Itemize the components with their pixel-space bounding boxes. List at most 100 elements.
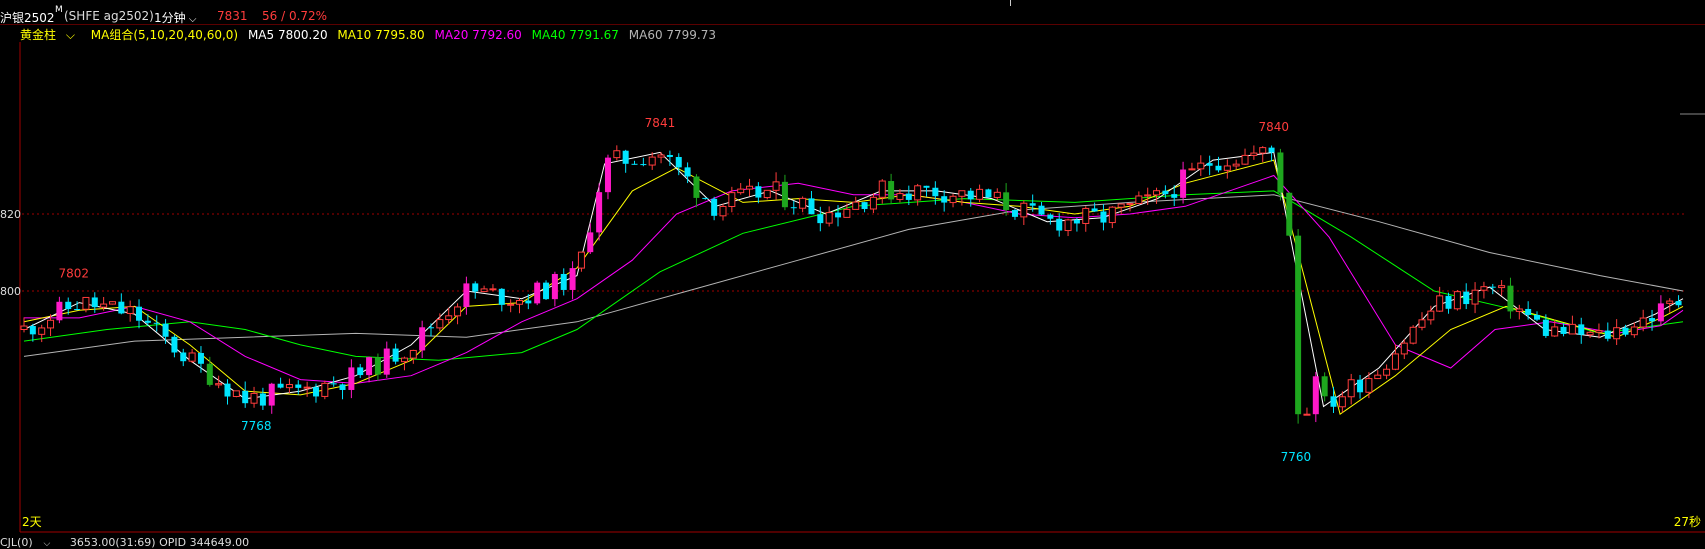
candle-body [1188, 168, 1196, 171]
candle-body [1586, 331, 1594, 336]
candle-body [1250, 152, 1258, 156]
ma-combo-label[interactable]: MA组合(5,10,20,40,60,0) [90, 28, 239, 42]
candle-body [1613, 327, 1621, 340]
candle-body [1029, 203, 1036, 206]
candle-body [1286, 192, 1293, 236]
candle-body [1126, 202, 1134, 205]
candle-body [640, 164, 647, 166]
ma5-value: MA5 7800.20 [247, 28, 328, 42]
candle-body [419, 327, 426, 351]
candle-body [206, 363, 213, 385]
candle-body [861, 202, 868, 209]
candle-body [215, 383, 223, 386]
candle-body [1197, 162, 1205, 170]
candle-body [755, 186, 762, 198]
candle-body [1223, 165, 1231, 171]
period-select[interactable]: 1分钟 ⌵ [154, 9, 196, 26]
candle-body [631, 163, 638, 165]
candle-body [1232, 163, 1240, 167]
chart-style-select[interactable]: 黄金柱 ⌵ [20, 28, 81, 42]
candle-body [1295, 235, 1302, 415]
volume-values: 3653.00(31:69) OPID 344649.00 [69, 536, 250, 549]
candle-body [1471, 289, 1479, 305]
candle-body [1622, 327, 1629, 335]
candle-body [374, 357, 381, 375]
candle-body [1117, 203, 1125, 208]
candle-body [285, 384, 293, 389]
candle-body [171, 336, 178, 353]
candle-body [817, 214, 824, 224]
candle-body [1215, 165, 1222, 171]
ma10-value: MA10 7795.80 [337, 28, 425, 42]
ma10-line [23, 159, 1684, 416]
candle-body [1180, 169, 1187, 198]
candle-body [543, 282, 550, 300]
candle-body [1649, 318, 1656, 322]
candle-body [126, 306, 134, 314]
candle-body [1347, 379, 1355, 398]
candle-body [825, 212, 833, 224]
candle-body [560, 273, 567, 290]
candle-body [1357, 379, 1364, 393]
candle-body [1135, 195, 1143, 204]
candle-body [1525, 308, 1532, 315]
chart-style-label: 黄金柱 [20, 28, 57, 42]
candle-body [1498, 285, 1506, 289]
candle-body [675, 156, 682, 168]
low-price-label: 7768 [241, 419, 272, 433]
low-price-label: 7760 [1281, 450, 1312, 464]
candle-body [967, 190, 974, 200]
candle-body [1409, 326, 1417, 344]
contract-bar: 沪银2502 M (SHFE ag2502) 1分钟 ⌵ 7831 56 / 0… [0, 0, 1705, 26]
candle-body [1303, 413, 1311, 416]
candle-body [587, 232, 594, 253]
candle-body [852, 201, 860, 210]
candle-body [1206, 163, 1213, 166]
candle-body [197, 352, 204, 364]
candle-body [489, 288, 497, 291]
candle-body [277, 383, 284, 388]
candle-body [100, 303, 108, 308]
candle-body [74, 309, 81, 311]
top-divider [1010, 0, 1011, 6]
candle-body [224, 383, 231, 397]
candle-body [1515, 308, 1523, 312]
candle-body [1374, 374, 1382, 380]
candle-body [242, 390, 249, 404]
candle-body [648, 156, 656, 166]
candle-body [702, 197, 709, 199]
candle-body [1259, 147, 1267, 154]
header-rule [0, 24, 1705, 25]
candle-body [596, 192, 603, 233]
candle-body [1365, 378, 1373, 393]
exchange-code: (SHFE ag2502) [64, 9, 154, 23]
candle-body [1383, 368, 1391, 376]
candle-body [1595, 330, 1603, 333]
candle-body [400, 357, 408, 363]
candle-body [1551, 326, 1559, 337]
candle-body [180, 352, 187, 362]
candle-body [480, 288, 488, 293]
candle-body [188, 352, 196, 362]
candle-body [454, 306, 462, 317]
candle-body [357, 367, 364, 376]
volume-indicator-select[interactable]: CJL(0) ⌵ [0, 536, 58, 549]
candle-body [250, 392, 258, 404]
candle-body [878, 180, 886, 198]
candle-body [551, 273, 558, 300]
candle-body [232, 390, 240, 398]
candle-body [1162, 190, 1169, 195]
contract-name[interactable]: 沪银2502 [0, 11, 55, 25]
candle-body [985, 189, 992, 198]
candle-body [1003, 192, 1010, 211]
high-price-label: 7841 [645, 116, 676, 130]
candle-body [888, 181, 895, 200]
candle-body [569, 268, 576, 290]
candle-body [1666, 300, 1674, 304]
candle-body [321, 382, 329, 397]
candle-body [1020, 202, 1028, 218]
candle-body [29, 326, 36, 335]
indicator-bar: 黄金柱 ⌵ MA组合(5,10,20,40,60,0) MA5 7800.20 … [20, 26, 722, 42]
ma20-line [24, 174, 1684, 384]
